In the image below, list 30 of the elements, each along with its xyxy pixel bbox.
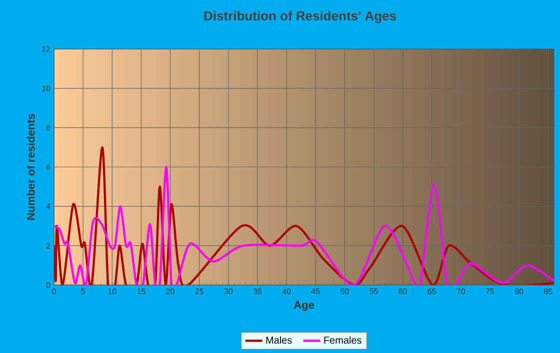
x-tick-label: 50	[340, 288, 349, 294]
legend-label: Females	[324, 336, 362, 344]
x-tick-label: 55	[370, 288, 378, 294]
x-tick-label: 20	[166, 288, 174, 294]
y-tick-label: 6	[46, 164, 50, 170]
y-tick-label: 10	[42, 85, 50, 92]
x-tick-label: 45	[311, 288, 320, 294]
x-tick-label: 60	[398, 288, 407, 294]
y-tick-label: 0	[46, 282, 50, 288]
chart-title: Distribution of Residents' Ages	[204, 10, 396, 24]
y-tick-label: 12	[42, 46, 50, 52]
x-tick-label: 80	[515, 288, 524, 294]
x-tick-label: 40	[282, 288, 291, 294]
x-tick-label: 0	[52, 288, 56, 294]
x-tick-label: 15	[137, 288, 146, 294]
x-tick-label: 30	[224, 288, 233, 294]
x-tick-label: 85	[544, 288, 552, 294]
y-tick-label: 4	[46, 204, 50, 210]
x-axis-title: Age	[294, 301, 314, 311]
x-tick-label: 10	[108, 288, 116, 294]
y-axis-title: Number of residents	[26, 114, 35, 220]
x-tick-label: 5	[81, 288, 85, 294]
legend-label: Males	[266, 336, 292, 344]
x-tick-label: 65	[428, 288, 436, 294]
x-tick-label: 25	[195, 288, 204, 294]
x-tick-label: 35	[253, 288, 262, 294]
x-tick-label: 70	[456, 288, 466, 294]
x-tick-label: 75	[486, 288, 494, 294]
y-tick-label: 2	[46, 242, 50, 248]
y-tick-label: 8	[46, 124, 50, 130]
